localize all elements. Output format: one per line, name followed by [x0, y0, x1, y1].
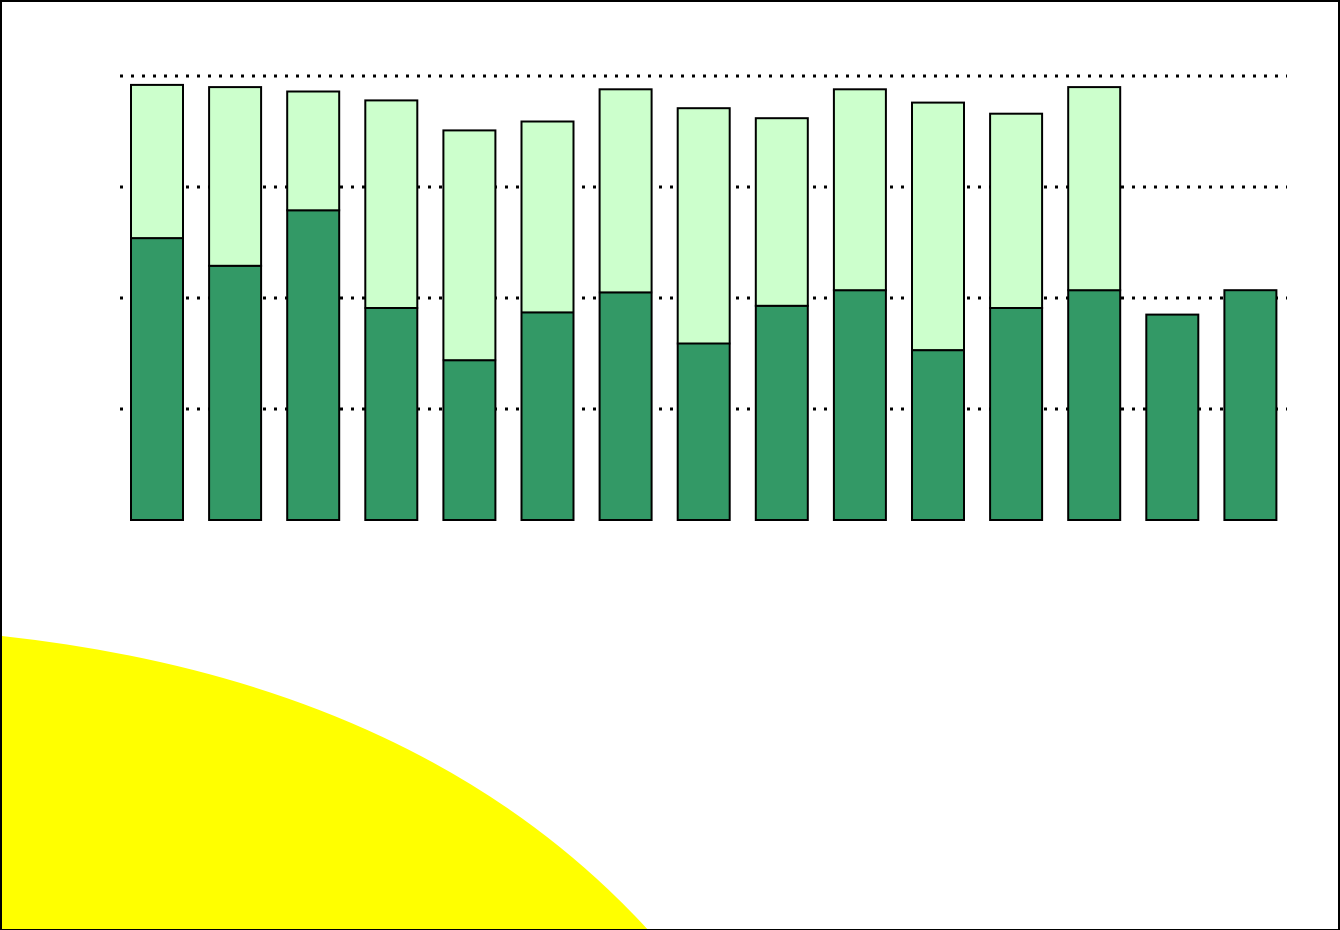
- bar-4-segment-2: [364, 99, 419, 310]
- bar-1-segment-2: [130, 83, 184, 240]
- bars: [130, 83, 1278, 522]
- bar-12-segment-2: [989, 112, 1044, 309]
- bar-3-segment-2: [286, 90, 341, 212]
- bar-11-segment-1: [911, 349, 965, 522]
- bar-5-segment-2: [442, 129, 497, 362]
- bar-9-segment-2: [754, 117, 809, 307]
- bar-13-segment-2: [1067, 86, 1122, 292]
- bar-8-segment-2: [676, 107, 731, 345]
- bar-4-segment-1: [364, 307, 419, 521]
- bar-2-segment-2: [208, 86, 263, 267]
- bar-15-segment-1: [1223, 289, 1278, 522]
- bar-13-segment-1: [1067, 289, 1122, 522]
- bar-3-segment-1: [286, 209, 341, 522]
- bar-6-segment-1: [520, 311, 575, 521]
- bar-7-segment-2: [598, 88, 653, 294]
- bar-12-segment-1: [989, 307, 1044, 521]
- bar-1-segment-1: [130, 237, 184, 521]
- bar-2-segment-1: [208, 264, 263, 521]
- bar-5-segment-1: [442, 359, 497, 522]
- bar-10-segment-2: [832, 88, 887, 292]
- bar-6-segment-2: [520, 120, 575, 314]
- bar-10-segment-1: [832, 289, 887, 522]
- bar-7-segment-1: [598, 291, 653, 521]
- bar-8-segment-1: [676, 342, 731, 521]
- bar-9-segment-1: [754, 304, 809, 521]
- bar-11-segment-2: [911, 101, 965, 352]
- bar-14-segment-1: [1145, 313, 1200, 521]
- yellow-quarter-circle-decoration: [2, 636, 648, 929]
